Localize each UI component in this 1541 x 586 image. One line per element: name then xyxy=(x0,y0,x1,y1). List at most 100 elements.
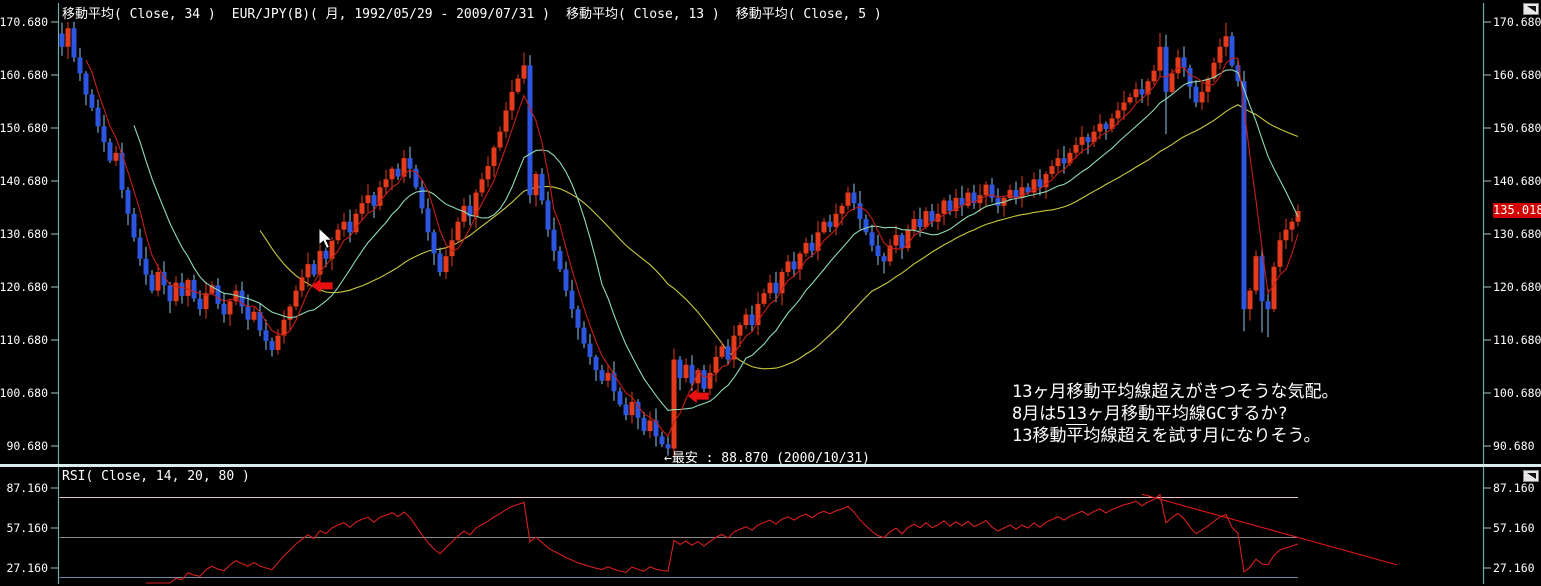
main-panel-collapse-button[interactable] xyxy=(1523,3,1539,15)
candle-body xyxy=(875,245,881,257)
candle-body xyxy=(569,290,575,310)
candle-body xyxy=(1085,136,1091,143)
candle-body xyxy=(857,203,863,220)
candle-body xyxy=(845,192,851,206)
candle-body xyxy=(545,200,551,230)
candle-body xyxy=(1013,189,1019,198)
ma5-indicator-label: 移動平均( Close, 5 ) xyxy=(735,7,882,22)
candle-body xyxy=(221,303,227,315)
price-tick-label-left: 160.680 xyxy=(0,68,48,82)
candle-body xyxy=(743,314,749,326)
candle-body xyxy=(443,256,449,273)
candle-body xyxy=(1067,152,1073,164)
candle-body xyxy=(1103,123,1109,129)
candle-body xyxy=(689,364,695,384)
comment-line-3: 13移動平均線超えを試す月になりそう。 xyxy=(1012,426,1321,446)
candle-body xyxy=(767,282,773,294)
candle-body xyxy=(1031,179,1037,193)
candle-body xyxy=(1265,301,1271,310)
candle-body xyxy=(1127,97,1133,103)
red-arrow-annotation xyxy=(687,389,709,404)
candle-body xyxy=(167,285,173,302)
candle-body xyxy=(1151,70,1157,82)
price-tick-label-right: 150.680 xyxy=(1493,121,1541,135)
candle-body xyxy=(1157,46,1163,71)
candle-body xyxy=(995,197,1001,206)
analyst-comment-block: 13ヶ月移動平均線超えがきつそうな気配。 8月は513ヶ月移動平均線GCするか?… xyxy=(1012,381,1338,447)
candle-body xyxy=(557,250,563,270)
rsi-tick-label-right: 27.160 xyxy=(1493,561,1535,575)
ma13-indicator-label: 移動平均( Close, 13 ) xyxy=(566,7,720,22)
candle-body xyxy=(209,285,215,294)
candle-body xyxy=(125,189,131,214)
candle-body xyxy=(1079,136,1085,145)
candle-body xyxy=(461,205,467,222)
candle-body xyxy=(293,290,299,307)
candle-body xyxy=(155,272,161,291)
candle-body xyxy=(1139,89,1145,95)
price-tick-label-right: 170.680 xyxy=(1493,15,1541,29)
candle-body xyxy=(347,221,353,233)
candle-body xyxy=(869,232,875,246)
last-price-badge: 135.018 xyxy=(1493,203,1541,218)
candle-body xyxy=(275,335,281,350)
red-arrow-annotation xyxy=(311,278,333,293)
rsi-trendline-annotation xyxy=(1141,493,1398,566)
candle-body xyxy=(365,195,371,204)
candle-body xyxy=(629,401,635,416)
candle-body xyxy=(515,78,521,92)
candle-body xyxy=(647,420,653,432)
candle-body xyxy=(353,213,359,233)
candle-body xyxy=(683,364,689,379)
candle-body xyxy=(1007,189,1013,198)
candle-body xyxy=(455,221,461,241)
candle-body xyxy=(341,221,347,230)
rsi-tick-label-left: 87.160 xyxy=(6,481,48,495)
price-tick-label-right: 110.680 xyxy=(1493,333,1541,347)
candle-body xyxy=(941,200,947,214)
candle-body xyxy=(107,142,113,161)
candle-body xyxy=(245,306,251,320)
candle-body xyxy=(383,179,389,188)
candle-body xyxy=(1163,46,1169,92)
candle-body xyxy=(197,298,203,310)
price-tick-label-left: 120.680 xyxy=(0,280,48,294)
candle-body xyxy=(317,250,323,275)
candle-body xyxy=(1247,290,1253,310)
candle-body xyxy=(1187,68,1193,87)
candle-body xyxy=(575,309,581,328)
candle-body xyxy=(851,192,857,204)
candle-body xyxy=(1025,187,1031,193)
candle-body xyxy=(479,179,485,193)
candle-body xyxy=(983,184,989,196)
candle-body xyxy=(281,319,287,336)
candle-body xyxy=(65,28,71,47)
candle-body xyxy=(473,192,479,217)
candle-body xyxy=(1055,158,1061,167)
candle-body xyxy=(929,211,935,222)
candle-body xyxy=(623,404,629,416)
candle-body xyxy=(755,303,761,326)
candle-body xyxy=(695,370,701,384)
candle-body xyxy=(587,343,593,357)
candle-body xyxy=(671,359,677,449)
indicator-header-bar: 移動平均( Close, 34 ) EUR/JPY(B)( 月, 1992/05… xyxy=(62,3,882,22)
rsi-tick-label-left: 57.160 xyxy=(6,521,48,535)
candle-body xyxy=(215,285,221,304)
candle-body xyxy=(1121,102,1127,111)
candle-body xyxy=(467,205,473,217)
rsi-panel-collapse-button[interactable] xyxy=(1523,470,1539,482)
candle-body xyxy=(113,152,119,161)
candle-body xyxy=(749,314,755,326)
rsi-tick-label-right: 87.160 xyxy=(1493,481,1535,495)
candle-body xyxy=(1283,229,1289,241)
candle-body xyxy=(419,187,425,209)
candle-body xyxy=(1211,62,1217,79)
price-tick-label-right: 100.680 xyxy=(1493,386,1541,400)
candle-body xyxy=(425,208,431,233)
candle-body xyxy=(563,269,569,291)
candle-body xyxy=(1049,166,1055,175)
rsi-line xyxy=(146,493,1299,584)
ma34-indicator-label: 移動平均( Close, 34 ) xyxy=(62,7,216,22)
